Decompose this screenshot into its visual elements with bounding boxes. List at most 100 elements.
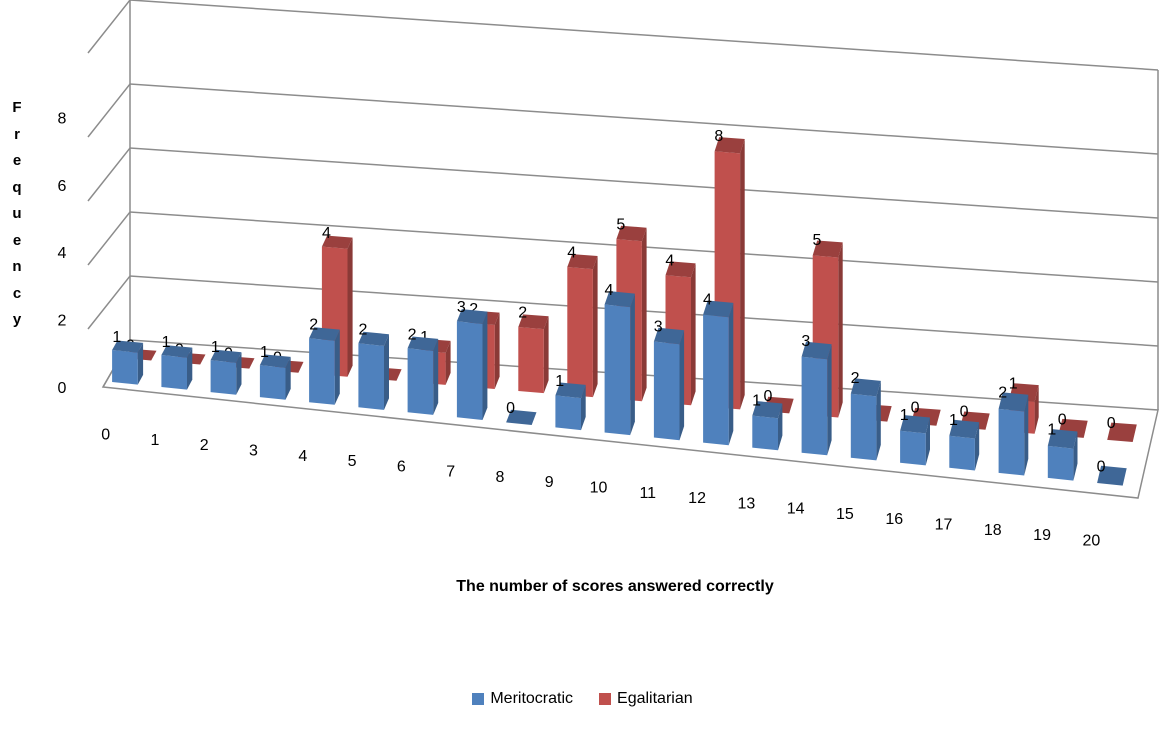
- bar-top: [604, 291, 635, 308]
- y-axis-label-letter: r: [14, 125, 20, 143]
- x-tick-label: 13: [737, 495, 755, 512]
- bar-side: [876, 380, 881, 461]
- bar-side: [236, 352, 242, 395]
- bar-side: [285, 356, 291, 400]
- bar-meritocratic-4: 2: [309, 317, 340, 405]
- data-label: 0: [506, 400, 515, 417]
- bar-side: [494, 312, 500, 389]
- data-label: 1: [949, 412, 958, 429]
- bar-meritocratic-10: 4: [604, 282, 635, 436]
- data-label: 3: [654, 319, 663, 336]
- bar-front: [161, 355, 187, 390]
- y-tick-label: 8: [58, 110, 67, 127]
- bar-meritocratic-14: 3: [801, 333, 832, 456]
- bar-side: [1024, 394, 1029, 476]
- data-label: 4: [567, 245, 576, 262]
- gridline: [87, 147, 1159, 219]
- bar-side: [445, 340, 451, 385]
- data-label: 4: [703, 292, 712, 309]
- y-axis-label-letter: y: [12, 311, 22, 328]
- bar-front: [949, 435, 975, 471]
- y-axis-label-letter: q: [12, 178, 22, 196]
- data-label: 2: [518, 305, 527, 322]
- bar-front: [752, 415, 778, 451]
- bar-front: [407, 348, 434, 415]
- bar-meritocratic-3: 1: [259, 344, 291, 400]
- legend-item-egalitarian: Egalitarian: [599, 690, 693, 708]
- bar-top: [567, 254, 598, 270]
- y-axis-label-letter: F: [12, 99, 22, 116]
- data-label: 0: [763, 388, 772, 405]
- bar-side: [778, 403, 783, 451]
- x-tick-label: 9: [545, 474, 554, 491]
- bar-front: [259, 365, 286, 400]
- data-label: 5: [616, 216, 625, 233]
- x-tick-label: 19: [1033, 527, 1051, 544]
- bar-side: [740, 139, 745, 410]
- y-axis-label-letter: u: [12, 205, 22, 222]
- x-tick-label: 5: [348, 453, 357, 470]
- x-tick-label: 10: [590, 480, 608, 497]
- bar-egalitarian-8: 2: [518, 305, 549, 394]
- y-axis-label-letter: e: [12, 152, 22, 169]
- bar-front: [309, 338, 335, 405]
- bar-top: [1097, 465, 1127, 486]
- data-label: 1: [900, 407, 909, 424]
- data-label: 1: [112, 329, 121, 346]
- bar-side: [838, 242, 843, 418]
- legend-label-egalitarian: Egalitarian: [617, 690, 693, 707]
- data-label: 1: [162, 334, 171, 351]
- x-tick-label: 3: [249, 443, 258, 460]
- bar-meritocratic-18: 2: [998, 385, 1029, 476]
- bar-egalitarian-9: 4: [567, 245, 598, 398]
- bar-side: [187, 347, 193, 390]
- bar-side: [691, 263, 696, 406]
- bar-side: [728, 302, 734, 446]
- data-label: 8: [714, 128, 723, 145]
- x-tick-label: 11: [639, 485, 656, 502]
- data-label: 1: [1047, 422, 1056, 439]
- bar-top: [358, 331, 389, 346]
- legend-item-meritocratic: Meritocratic: [472, 690, 573, 708]
- data-label: 2: [358, 322, 367, 339]
- data-label: 0: [911, 400, 920, 417]
- data-label: 1: [211, 339, 220, 356]
- data-label: 1: [555, 373, 564, 390]
- bar-front: [210, 360, 237, 395]
- bar-meritocratic-13: 1: [752, 392, 783, 451]
- data-label: 4: [665, 252, 674, 269]
- legend-swatch-meritocratic: [472, 693, 485, 705]
- bar-front: [518, 327, 544, 394]
- x-tick-label: 7: [446, 464, 455, 481]
- gridline: [87, 83, 1159, 155]
- data-label: 1: [420, 329, 429, 346]
- bar-top: [703, 300, 734, 318]
- data-label: 0: [1107, 415, 1116, 432]
- bar-side: [641, 227, 647, 402]
- bar-side: [433, 338, 439, 415]
- bar-front: [998, 408, 1025, 476]
- bar-top: [259, 354, 291, 368]
- x-tick-label: 15: [836, 506, 854, 523]
- bar-front: [456, 321, 483, 420]
- grid: [87, 0, 1159, 499]
- bar-side: [679, 330, 685, 441]
- bar-side: [974, 422, 980, 471]
- bar-meritocratic-7: 3: [457, 299, 488, 420]
- bar-top: [801, 341, 832, 360]
- y-tick-label: 4: [58, 245, 67, 262]
- bar-top: [309, 327, 340, 341]
- gridline: [87, 0, 1159, 71]
- data-label: 1: [1009, 375, 1018, 392]
- legend-swatch-egalitarian: [599, 693, 612, 705]
- bar-meritocratic-9: 1: [555, 373, 586, 431]
- x-tick-label: 17: [935, 517, 953, 534]
- bar-top: [900, 415, 930, 434]
- x-tick-label: 18: [984, 522, 1002, 539]
- x-tick-label: 6: [397, 458, 406, 475]
- x-tick-label: 14: [787, 501, 805, 518]
- x-tick-label: 20: [1082, 532, 1100, 549]
- bar-side: [482, 311, 488, 420]
- bar-top: [407, 336, 439, 351]
